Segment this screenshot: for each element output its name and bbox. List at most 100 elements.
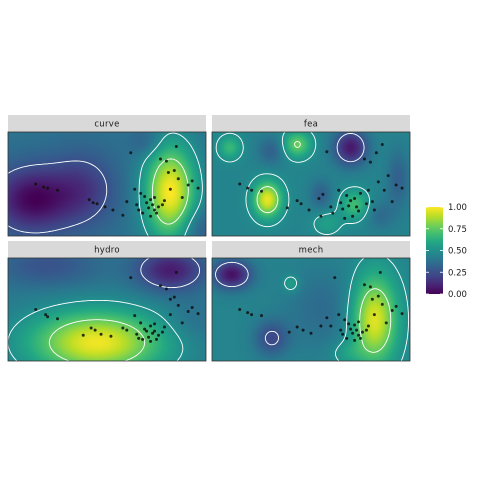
data-point: [351, 214, 355, 218]
data-point: [366, 324, 370, 328]
data-point: [103, 205, 107, 209]
data-point: [250, 313, 254, 317]
data-point: [174, 145, 178, 149]
data-point: [321, 192, 325, 196]
data-point: [368, 160, 372, 164]
data-point: [394, 183, 398, 187]
colorbar-tick-label: 0.75: [448, 225, 467, 235]
contour-line: [48, 319, 146, 362]
colorbar-tick-label: 1.00: [448, 203, 467, 213]
data-point: [372, 208, 376, 212]
data-point: [135, 332, 139, 336]
heatmap-surface: [212, 132, 410, 236]
data-point: [145, 329, 149, 333]
panel-border: [211, 131, 411, 237]
data-point: [339, 201, 343, 205]
facet-strip-label: curve: [94, 120, 119, 130]
data-point: [341, 332, 345, 336]
facet-strip-label: mech: [299, 246, 324, 256]
facet-strip-mech: [212, 241, 410, 258]
contour-line: [215, 261, 280, 346]
data-point: [285, 206, 289, 210]
data-point: [149, 324, 153, 328]
panel-border: [211, 257, 411, 362]
data-point: [301, 328, 305, 332]
data-point: [362, 157, 366, 161]
facet-panel-fea: fea: [211, 115, 411, 237]
data-point: [364, 202, 368, 206]
data-point: [56, 317, 59, 321]
data-point: [250, 188, 254, 192]
contour-line: [7, 299, 184, 362]
data-point: [359, 191, 362, 195]
data-point: [125, 328, 129, 332]
data-point: [141, 337, 145, 341]
data-point: [34, 182, 38, 186]
data-point: [46, 186, 50, 190]
data-point: [351, 331, 355, 335]
contour-line: [140, 257, 201, 289]
heatmap-surface: [212, 258, 410, 361]
data-point: [238, 182, 242, 186]
data-point: [81, 333, 85, 337]
data-point: [99, 332, 103, 336]
data-point: [349, 199, 353, 203]
contour-line: [336, 133, 365, 163]
facet-panel-curve: curve: [7, 115, 207, 237]
data-point: [355, 328, 359, 332]
data-point: [164, 159, 168, 163]
data-point: [347, 204, 351, 208]
data-point: [166, 171, 170, 175]
colorbar: [426, 207, 443, 294]
facet-strip-label: hydro: [94, 246, 120, 256]
data-point: [153, 196, 157, 200]
data-point: [176, 177, 180, 181]
data-point: [156, 205, 160, 209]
data-point: [374, 151, 378, 155]
data-point: [357, 209, 361, 213]
data-point: [121, 213, 125, 217]
data-point: [172, 295, 176, 299]
data-point: [370, 200, 374, 204]
data-point: [147, 206, 151, 210]
data-point: [317, 197, 321, 201]
data-point: [380, 302, 384, 306]
data-point: [246, 311, 250, 315]
data-point: [325, 316, 329, 320]
data-point: [366, 188, 370, 192]
contour-line: [215, 131, 370, 235]
data-point: [168, 187, 172, 191]
facet-strip-curve: [8, 115, 206, 132]
data-point: [139, 191, 143, 195]
data-point: [95, 202, 99, 206]
data-point: [390, 200, 394, 204]
data-point: [400, 312, 404, 316]
data-point: [376, 294, 380, 298]
data-point: [382, 188, 386, 192]
data-point: [364, 328, 368, 332]
data-point: [345, 193, 349, 197]
data-point: [353, 323, 357, 327]
data-point: [394, 304, 398, 308]
data-point: [153, 329, 157, 333]
data-point: [162, 325, 166, 329]
data-point: [295, 325, 299, 329]
data-point: [353, 338, 357, 342]
data-point: [357, 333, 361, 337]
data-point: [139, 321, 143, 325]
data-point: [168, 313, 172, 317]
data-point: [174, 270, 178, 274]
data-point: [355, 205, 359, 209]
data-point: [149, 198, 153, 202]
colorbar-tick-label: 0.25: [448, 268, 467, 278]
data-point: [137, 208, 141, 212]
data-point: [129, 151, 133, 155]
facet-panel-mech: mech: [211, 241, 411, 362]
data-point: [319, 324, 323, 328]
data-point: [246, 186, 250, 190]
data-point: [158, 284, 162, 288]
data-point: [196, 186, 200, 190]
data-point: [307, 208, 311, 212]
data-point: [299, 202, 303, 206]
